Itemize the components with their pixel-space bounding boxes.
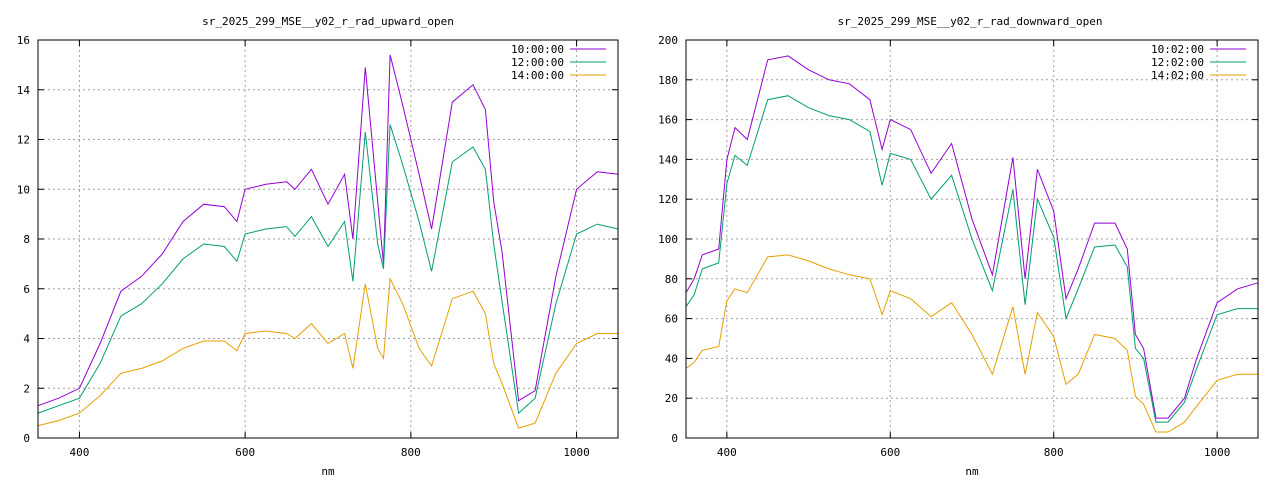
x-axis-label: nm xyxy=(965,465,979,478)
y-tick-label: 0 xyxy=(23,432,30,445)
x-tick-label: 800 xyxy=(401,446,421,459)
x-tick-label: 600 xyxy=(880,446,900,459)
y-tick-label: 12 xyxy=(17,134,30,147)
series-line-14:00:00 xyxy=(37,276,618,429)
y-tick-label: 60 xyxy=(665,313,678,326)
y-tick-label: 14 xyxy=(17,84,31,97)
chart-panel-2: sr_2025_299_MSE__y02_r_rad_downward_open… xyxy=(658,15,1259,478)
x-tick-label: 800 xyxy=(1044,446,1064,459)
series-line-12:00:00 xyxy=(37,124,619,415)
y-tick-label: 0 xyxy=(671,432,678,445)
y-tick-label: 8 xyxy=(23,233,30,246)
legend-label: 14:02:00 xyxy=(1151,69,1204,82)
y-tick-label: 10 xyxy=(17,183,30,196)
series-line-12:02:00 xyxy=(685,95,1258,423)
y-tick-label: 20 xyxy=(665,392,678,405)
legend-label: 12:00:00 xyxy=(511,56,564,69)
legend-label: 10:00:00 xyxy=(511,43,564,56)
y-tick-label: 160 xyxy=(658,114,678,127)
y-tick-label: 100 xyxy=(658,233,678,246)
y-tick-label: 40 xyxy=(665,352,678,365)
y-tick-label: 6 xyxy=(23,283,30,296)
chart-panel-1: sr_2025_299_MSE__y02_r_rad_upward_open40… xyxy=(17,15,619,478)
y-tick-label: 120 xyxy=(658,193,678,206)
legend-label: 12:02:00 xyxy=(1151,56,1204,69)
chart-title: sr_2025_299_MSE__y02_r_rad_upward_open xyxy=(202,15,454,28)
legend-label: 10:02:00 xyxy=(1151,43,1204,56)
x-axis-label: nm xyxy=(321,465,335,478)
x-tick-label: 400 xyxy=(69,446,89,459)
x-tick-label: 1000 xyxy=(1204,446,1231,459)
plot-frame xyxy=(37,39,619,439)
series-line-10:02:00 xyxy=(685,55,1259,419)
y-tick-label: 4 xyxy=(23,333,30,346)
series-line-10:00:00 xyxy=(37,54,619,407)
y-tick-label: 16 xyxy=(17,34,30,47)
x-tick-label: 600 xyxy=(235,446,255,459)
series-line-14:02:00 xyxy=(685,254,1258,433)
y-tick-label: 140 xyxy=(658,153,678,166)
y-tick-label: 2 xyxy=(23,382,30,395)
y-tick-label: 180 xyxy=(658,74,678,87)
y-tick-label: 80 xyxy=(665,273,678,286)
legend-label: 14:00:00 xyxy=(511,69,564,82)
x-tick-label: 400 xyxy=(717,446,737,459)
plot-frame xyxy=(685,39,1259,439)
chart-title: sr_2025_299_MSE__y02_r_rad_downward_open xyxy=(838,15,1103,28)
y-tick-label: 200 xyxy=(658,34,678,47)
x-tick-label: 1000 xyxy=(563,446,590,459)
